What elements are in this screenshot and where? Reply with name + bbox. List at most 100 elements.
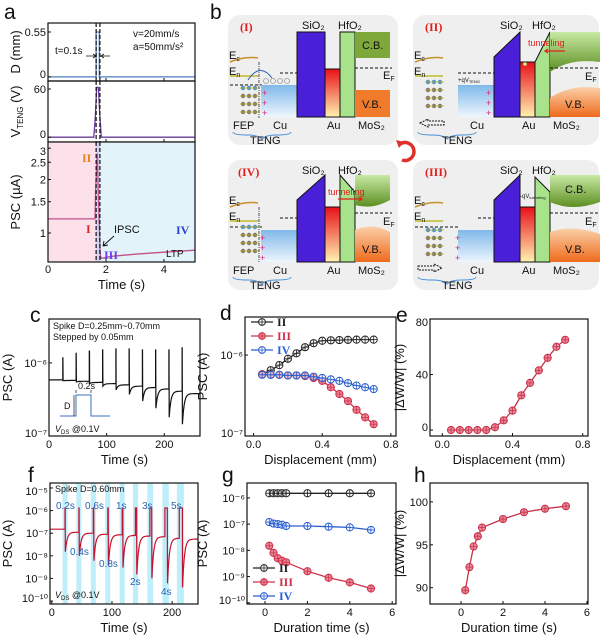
data-point bbox=[277, 489, 287, 498]
panel-f-annotations: Spike D=0.60mm 0.2s 0.6s 1s 3s 5s 0.4s 0… bbox=[55, 484, 182, 602]
data-point-cross bbox=[346, 489, 354, 497]
positive-charges: + bbox=[262, 88, 267, 98]
data-point bbox=[326, 375, 335, 384]
band-diagram-state-II: (II) Ec En + + + +qVTENG tunneling SiO₂ … bbox=[413, 15, 600, 147]
y-tick-label: 10⁻⁷ bbox=[221, 428, 243, 440]
plot-area bbox=[50, 483, 198, 604]
data-point-cross bbox=[265, 542, 273, 550]
y-tick-label: 10⁻⁹ bbox=[222, 572, 245, 584]
data-point-cross bbox=[508, 407, 517, 415]
mos2-label: MoS₂ bbox=[358, 265, 385, 277]
positive-charges: + bbox=[455, 253, 460, 263]
data-point bbox=[490, 423, 500, 432]
data-point bbox=[324, 489, 333, 498]
teng-brace bbox=[417, 131, 477, 140]
y-tick-label: 60 bbox=[34, 84, 46, 96]
teng-label: TENG bbox=[250, 135, 281, 147]
y-axis-label: PSC (A) bbox=[195, 353, 210, 401]
data-point bbox=[525, 378, 535, 387]
data-point bbox=[361, 383, 370, 392]
ec-level bbox=[414, 56, 444, 63]
y-axis-label-main: |ΔW/W| (%) bbox=[392, 344, 407, 411]
ef-label: EF bbox=[585, 216, 597, 229]
data-point bbox=[369, 335, 378, 344]
legend-label: IV bbox=[279, 589, 293, 603]
positive-charges: + bbox=[455, 243, 460, 253]
data-point bbox=[324, 522, 333, 531]
holes-icon bbox=[263, 78, 290, 84]
fep-label: FEP bbox=[233, 120, 254, 132]
x-tick-label: 0.8 bbox=[383, 439, 398, 451]
data-point bbox=[361, 335, 370, 344]
ec-label: Ec bbox=[229, 50, 240, 63]
sio2-layer bbox=[296, 31, 326, 118]
legend-entry: IV bbox=[253, 589, 293, 603]
hfo2-layer bbox=[534, 175, 551, 263]
y-tick-label: 0 bbox=[40, 69, 46, 81]
data-point-cross bbox=[325, 574, 333, 582]
conduction-band bbox=[355, 175, 390, 207]
y-axis-label-main: PSC (A) bbox=[0, 354, 15, 402]
sio2-label: SiO₂ bbox=[302, 20, 325, 32]
data-point-cross bbox=[303, 522, 312, 530]
y-axis-label: PSC (A) bbox=[0, 520, 15, 568]
y-axis-label: VTENG (V) bbox=[8, 86, 25, 138]
state-label: (III) bbox=[425, 165, 447, 179]
conduction-band bbox=[550, 175, 600, 207]
shaded-region bbox=[99, 142, 195, 262]
data-point bbox=[369, 420, 378, 429]
valence-band bbox=[355, 90, 390, 117]
y-tick-label: 2 bbox=[40, 174, 46, 186]
data-point bbox=[561, 335, 570, 344]
duration-label: 0.8s bbox=[99, 559, 118, 570]
au-label: Au bbox=[327, 265, 340, 277]
legend-label: IV bbox=[277, 343, 291, 357]
stage-I-label: I bbox=[86, 222, 91, 236]
velocity-label: v=20mm/s bbox=[133, 29, 179, 40]
mos2-label: MoS₂ bbox=[553, 120, 580, 132]
state-label: (IV) bbox=[238, 165, 259, 179]
ef-label: EF bbox=[383, 216, 395, 229]
data-point-cross bbox=[500, 416, 508, 424]
series-line bbox=[451, 339, 566, 431]
y-tick-label: 2.5 bbox=[31, 157, 46, 169]
plot-area bbox=[49, 347, 200, 425]
state-label: (I) bbox=[240, 20, 253, 34]
x-tick-label: 0 bbox=[45, 264, 51, 276]
data-point bbox=[343, 335, 353, 344]
y-tick-label: 1.5 bbox=[31, 197, 46, 209]
x-tick-label: 0.8 bbox=[575, 439, 590, 451]
panel-letter-g: g bbox=[222, 464, 234, 487]
data-point-cross bbox=[552, 343, 560, 351]
ipsc-arrow-icon bbox=[102, 235, 115, 247]
step-label: Stepped by 0.05mm bbox=[53, 332, 134, 342]
plot-area bbox=[48, 86, 195, 138]
data-point bbox=[324, 573, 333, 582]
data-point bbox=[469, 542, 478, 551]
vb-label: V.B. bbox=[565, 244, 585, 256]
ec-label: Ec bbox=[414, 195, 425, 208]
data-point-cross bbox=[499, 515, 507, 523]
data-point-cross bbox=[310, 373, 318, 381]
legend-label: II bbox=[279, 561, 289, 575]
legend-marker-cross bbox=[258, 346, 266, 354]
positive-charges: + bbox=[262, 98, 267, 108]
data-point bbox=[275, 370, 284, 379]
legend-entry: III bbox=[253, 575, 293, 589]
data-point bbox=[318, 373, 327, 383]
band-diagram-state-III: (III) Ec En + + + -qVtunneling SiO₂ HfO₂… bbox=[413, 160, 600, 292]
data-point-cross bbox=[335, 336, 343, 344]
series-line bbox=[48, 31, 195, 78]
data-point bbox=[318, 336, 327, 345]
teng-brace bbox=[232, 131, 292, 140]
data-point-cross bbox=[318, 337, 326, 345]
en-label: En bbox=[414, 66, 425, 79]
spike-band bbox=[132, 483, 139, 604]
data-point bbox=[477, 523, 487, 532]
cu-band bbox=[458, 230, 494, 262]
panel-letter-b: b bbox=[210, 1, 222, 24]
positive-charges: + bbox=[486, 108, 491, 118]
y-axis-label-main: PSC (µA) bbox=[8, 174, 23, 229]
data-point-cross bbox=[269, 549, 278, 557]
chart-g: 0 2 4 6 10⁻¹⁰ 10⁻⁹ 10⁻⁸ 10⁻⁷ 10⁻⁶ Duration time (… bbox=[195, 482, 397, 635]
